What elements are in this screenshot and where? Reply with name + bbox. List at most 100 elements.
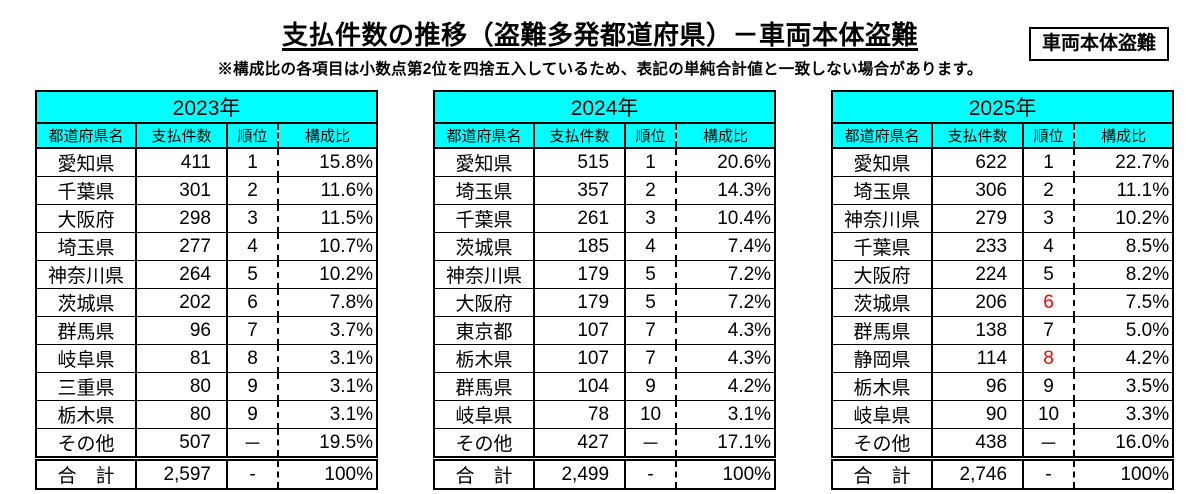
table-row: 東京都 107 7 4.3%: [433, 316, 777, 345]
cell-rank: 4: [226, 232, 278, 261]
cell-share: 7.4%: [675, 232, 777, 261]
table-row: 三重県 80 9 3.1%: [35, 372, 379, 401]
cell-share: 8.2%: [1073, 260, 1175, 289]
cell-pref: 群馬県: [831, 316, 934, 345]
cell-pref: 愛知県: [831, 147, 934, 177]
table-row: 千葉県 261 3 10.4%: [433, 204, 777, 233]
cell-share: 7.8%: [276, 288, 379, 317]
cell-rank: 2: [624, 176, 677, 205]
cell-rank: 5: [624, 260, 677, 289]
cell-share: 10.2%: [276, 260, 379, 289]
table-row: 群馬県 138 7 5.0%: [831, 316, 1175, 345]
cell-rank: 10: [1022, 400, 1075, 429]
cell-pref: 愛知県: [35, 147, 137, 177]
col-header-prefecture: 都道府県名: [35, 122, 137, 149]
cell-count: 80: [135, 400, 228, 429]
cell-rank: 1: [226, 147, 278, 177]
cell-count: 306: [931, 176, 1025, 205]
cell-pref: 静岡県: [831, 344, 934, 373]
year-header: 2025年: [831, 90, 1175, 124]
table-row: 愛知県 622 1 22.7%: [831, 147, 1175, 177]
cell-share: 7.2%: [675, 288, 777, 317]
year-header-row: 2025年: [831, 90, 1175, 124]
cell-rank: 7: [624, 316, 677, 345]
cell-pref: 大阪府: [433, 288, 536, 317]
cell-share: 3.7%: [276, 316, 379, 345]
cell-rank: 2: [1022, 176, 1075, 205]
cell-share: 16.0%: [1073, 428, 1175, 459]
cell-rank: 3: [226, 204, 278, 233]
cell-share: 100%: [675, 456, 777, 490]
cell-share: 3.1%: [276, 400, 379, 429]
cell-rank: 5: [624, 288, 677, 317]
cell-pref: 茨城県: [831, 288, 934, 317]
cell-rank: 5: [1022, 260, 1075, 289]
cell-share: 15.8%: [276, 147, 379, 177]
column-header-row: 都道府県名 支払件数 順位 構成比: [433, 122, 777, 149]
cell-rank: -: [624, 456, 677, 490]
cell-pref: 東京都: [433, 316, 536, 345]
cell-pref: 埼玉県: [433, 176, 536, 205]
cell-rank: 3: [624, 204, 677, 233]
cell-share: 17.1%: [675, 428, 777, 459]
cell-count: 224: [931, 260, 1025, 289]
cell-count: 279: [931, 204, 1025, 233]
cell-pref: 栃木県: [831, 372, 934, 401]
cell-count: 2,597: [135, 456, 228, 490]
cell-count: 206: [931, 288, 1025, 317]
col-header-rank: 順位: [226, 122, 278, 149]
cell-pref: 千葉県: [35, 176, 137, 205]
cell-rank: －: [624, 428, 677, 459]
cell-count: 107: [533, 344, 627, 373]
cell-share: 11.1%: [1073, 176, 1175, 205]
cell-rank: -: [1022, 456, 1075, 490]
col-header-payments: 支払件数: [533, 122, 627, 149]
cell-count: 81: [135, 344, 228, 373]
cell-share: 100%: [276, 456, 379, 490]
cell-rank: 9: [226, 400, 278, 429]
cell-share: 3.3%: [1073, 400, 1175, 429]
cell-count: 179: [533, 288, 627, 317]
cell-share: 22.7%: [1073, 147, 1175, 177]
cell-pref: 茨城県: [35, 288, 137, 317]
cell-count: 277: [135, 232, 228, 261]
cell-count: 261: [533, 204, 627, 233]
table-row: 埼玉県 277 4 10.7%: [35, 232, 379, 261]
cell-pref: 神奈川県: [35, 260, 137, 289]
cell-pref: 千葉県: [831, 232, 934, 261]
table-row: 群馬県 96 7 3.7%: [35, 316, 379, 345]
year-header-row: 2024年: [433, 90, 777, 124]
cell-share: 100%: [1073, 456, 1175, 490]
cell-rank: 10: [624, 400, 677, 429]
cell-count: 438: [931, 428, 1025, 459]
cell-count: 2,746: [931, 456, 1025, 490]
cell-pref: 愛知県: [433, 147, 536, 177]
col-header-payments: 支払件数: [931, 122, 1025, 149]
cell-pref: 合 計: [831, 456, 934, 490]
cell-pref: 岐阜県: [433, 400, 536, 429]
total-row: 合 計 2,597-100%: [35, 456, 379, 490]
table-row: 岐阜県 81 8 3.1%: [35, 344, 379, 373]
cell-count: 90: [931, 400, 1025, 429]
cell-pref: 神奈川県: [831, 204, 934, 233]
cell-rank: 2: [226, 176, 278, 205]
cell-share: 5.0%: [1073, 316, 1175, 345]
table-row: 大阪府 179 5 7.2%: [433, 288, 777, 317]
cell-rank: -: [226, 456, 278, 490]
col-header-rank: 順位: [624, 122, 677, 149]
cell-pref: その他: [433, 428, 536, 459]
table-row: 埼玉県 357 2 14.3%: [433, 176, 777, 205]
cell-share: 10.7%: [276, 232, 379, 261]
cell-count: 202: [135, 288, 228, 317]
cell-pref: 三重県: [35, 372, 137, 401]
cell-share: 19.5%: [276, 428, 379, 459]
table-row: 愛知県 515 1 20.6%: [433, 147, 777, 177]
cell-rank: 1: [624, 147, 677, 177]
cell-pref: 合 計: [433, 456, 536, 490]
cell-share: 4.3%: [675, 344, 777, 373]
year-table-2025: 2025年 都道府県名 支払件数 順位 構成比 愛知県 622 1 22.7% 埼玉県 3…: [831, 90, 1175, 490]
cell-share: 10.2%: [1073, 204, 1175, 233]
cell-count: 96: [135, 316, 228, 345]
cell-count: 507: [135, 428, 228, 459]
cell-pref: 神奈川県: [433, 260, 536, 289]
